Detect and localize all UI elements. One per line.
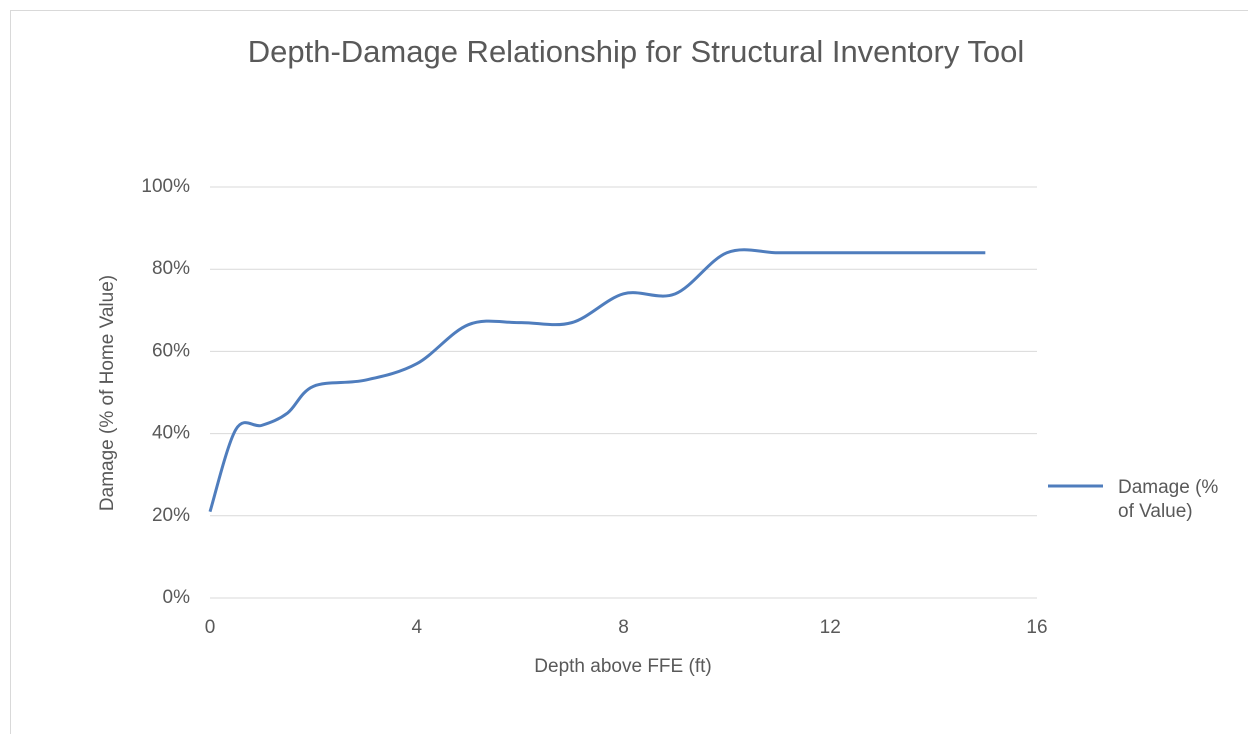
y-axis-label: Damage (% of Home Value) (97, 275, 118, 511)
y-tick-label: 60% (152, 340, 190, 361)
x-tick-label: 12 (820, 617, 841, 638)
y-tick-label: 0% (163, 587, 191, 608)
x-tick-label: 16 (1026, 617, 1047, 638)
chart-title: Depth-Damage Relationship for Structural… (248, 34, 1025, 69)
x-tick-label: 8 (618, 617, 629, 638)
x-tick-label: 0 (205, 617, 216, 638)
chart-frame (10, 10, 1248, 734)
y-tick-label: 100% (141, 176, 190, 197)
x-axis-label: Depth above FFE (ft) (534, 656, 711, 677)
legend-label: Damage (% of Value) (1118, 477, 1219, 522)
line-series (208, 248, 986, 513)
x-tick-label: 4 (411, 617, 422, 638)
y-tick-label: 80% (152, 258, 190, 279)
y-tick-label: 20% (152, 505, 190, 526)
y-tick-label: 40% (152, 423, 190, 444)
